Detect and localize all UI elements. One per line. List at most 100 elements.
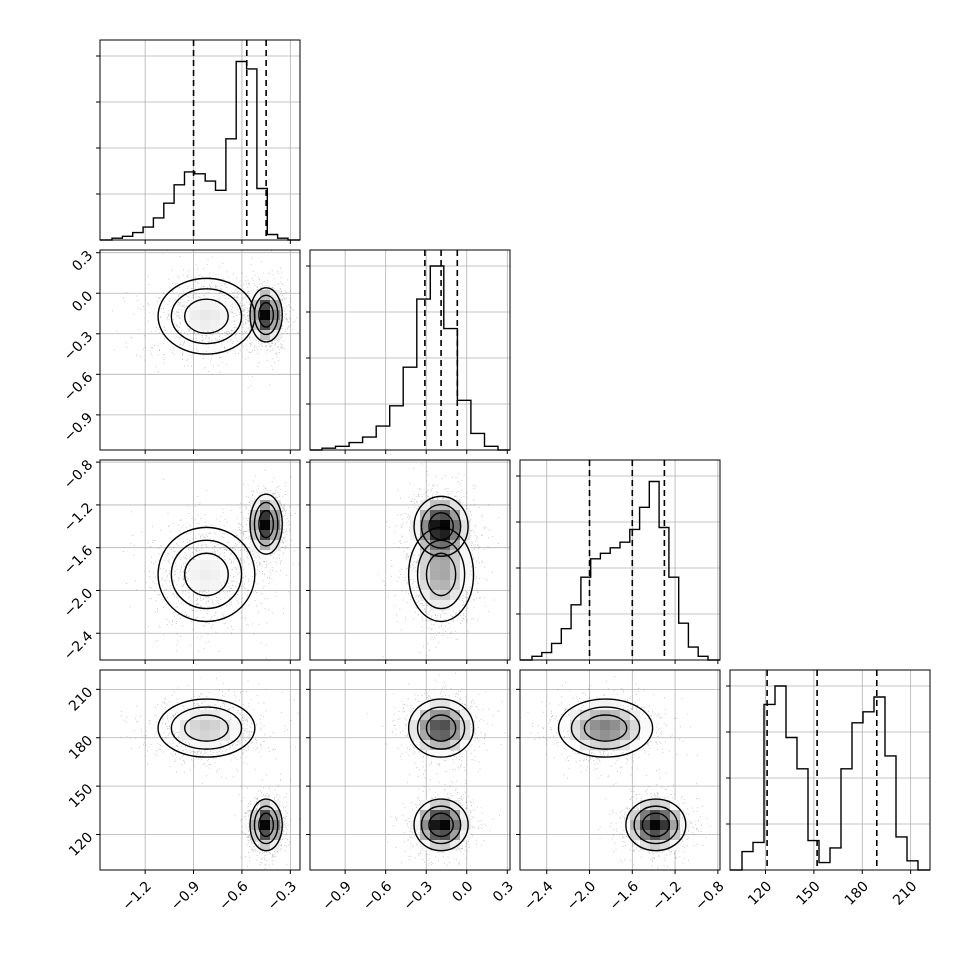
density-cell bbox=[620, 720, 631, 731]
density-cell bbox=[200, 730, 211, 741]
density-cell bbox=[450, 500, 461, 511]
density-cell bbox=[580, 730, 591, 741]
contour-line bbox=[249, 287, 283, 343]
density-cell bbox=[190, 720, 201, 731]
density-cell bbox=[430, 590, 441, 601]
density-cell bbox=[430, 750, 441, 761]
y-tick-label: −2.0 bbox=[61, 585, 96, 620]
density-cell bbox=[270, 520, 281, 531]
density-cell bbox=[630, 820, 641, 831]
panel-0-0 bbox=[144, 40, 291, 240]
hist-panel-1 bbox=[310, 250, 510, 451]
density-cell bbox=[590, 740, 601, 751]
histogram-step bbox=[100, 60, 300, 241]
joint-layer bbox=[366, 672, 506, 867]
density-cell bbox=[610, 730, 621, 741]
density-cell bbox=[640, 840, 651, 851]
contour-line bbox=[420, 503, 462, 549]
density-cell bbox=[570, 720, 581, 731]
density-cell bbox=[180, 730, 191, 741]
density-cell bbox=[450, 810, 461, 821]
density-cell bbox=[640, 830, 651, 841]
density-cell bbox=[420, 570, 431, 581]
panel-2-0 bbox=[100, 460, 300, 660]
density-cell bbox=[440, 510, 451, 521]
density-cell bbox=[460, 720, 471, 731]
density-cell bbox=[270, 540, 281, 551]
density-cell bbox=[600, 730, 611, 741]
density-cell bbox=[430, 520, 441, 531]
density-cell bbox=[610, 710, 621, 721]
density-cell bbox=[430, 560, 441, 571]
density-cell bbox=[460, 810, 471, 821]
density-cell bbox=[200, 550, 211, 561]
contour-line bbox=[641, 812, 671, 838]
density-cell bbox=[610, 720, 621, 731]
density-cell bbox=[570, 740, 581, 751]
contour-line bbox=[258, 509, 275, 539]
density-cell bbox=[450, 700, 461, 711]
density-cell bbox=[640, 800, 651, 811]
density-cell bbox=[200, 570, 211, 581]
density-cell bbox=[600, 700, 611, 711]
contour-line bbox=[428, 512, 454, 541]
density-cell bbox=[610, 740, 621, 751]
x-tick-label: −0.3 bbox=[265, 878, 300, 913]
density-cell bbox=[410, 710, 421, 721]
contour-line bbox=[253, 501, 279, 547]
density-cell bbox=[210, 710, 221, 721]
density-cell bbox=[200, 720, 211, 731]
density-cell bbox=[460, 520, 471, 531]
joint-panel-3-2 bbox=[527, 676, 711, 869]
density-cell bbox=[260, 520, 271, 531]
hist-panel-0 bbox=[100, 40, 300, 241]
density-cell bbox=[210, 300, 221, 311]
density-cell bbox=[460, 510, 471, 521]
density-cell bbox=[450, 590, 461, 601]
density-cell bbox=[270, 310, 281, 321]
axes-3-2: −2.4 −2.0 −1.6 −1.2 −0.8 bbox=[516, 669, 728, 914]
joint-layer bbox=[120, 677, 300, 869]
density-cell bbox=[640, 820, 651, 831]
panel-frame bbox=[519, 669, 721, 871]
density-cell bbox=[220, 310, 231, 321]
density-cell bbox=[630, 710, 641, 721]
joint-panel-3-0 bbox=[120, 677, 300, 869]
density-cell bbox=[420, 700, 431, 711]
density-cell bbox=[420, 800, 431, 811]
density-cell bbox=[430, 740, 441, 751]
density-cell bbox=[200, 560, 211, 571]
density-cell bbox=[570, 710, 581, 721]
density-cell bbox=[650, 830, 661, 841]
density-cell bbox=[260, 550, 271, 561]
density-cell bbox=[190, 580, 201, 591]
joint-panel-2-0 bbox=[123, 469, 300, 659]
density-cell bbox=[420, 710, 431, 721]
panel-frame bbox=[309, 459, 511, 661]
axes-3-1: −0.9 −0.6 −0.3 0.0 0.3 bbox=[306, 669, 517, 914]
density-cell bbox=[420, 730, 431, 741]
density-cell bbox=[650, 800, 661, 811]
density-cell bbox=[220, 560, 231, 571]
density-cell bbox=[210, 580, 221, 591]
density-cell bbox=[630, 810, 641, 821]
density-cell bbox=[210, 570, 221, 581]
axes-0-0 bbox=[96, 39, 301, 244]
y-tick-label: 0.0 bbox=[69, 288, 96, 315]
density-cell bbox=[420, 560, 431, 571]
contour-line bbox=[170, 539, 243, 610]
density-cell bbox=[450, 550, 461, 561]
density-cell bbox=[430, 840, 441, 851]
density-cell bbox=[220, 300, 231, 311]
density-cell bbox=[190, 570, 201, 581]
density-cell bbox=[460, 580, 471, 591]
contour-line bbox=[413, 495, 469, 557]
histogram-step bbox=[520, 480, 720, 661]
x-tick-label: 0.3 bbox=[490, 878, 517, 905]
density-cell bbox=[660, 800, 671, 811]
density-cell bbox=[420, 740, 431, 751]
contour-line bbox=[170, 706, 243, 750]
y-tick-label: 180 bbox=[66, 733, 96, 763]
density-cell bbox=[210, 730, 221, 741]
density-cell bbox=[450, 840, 461, 851]
